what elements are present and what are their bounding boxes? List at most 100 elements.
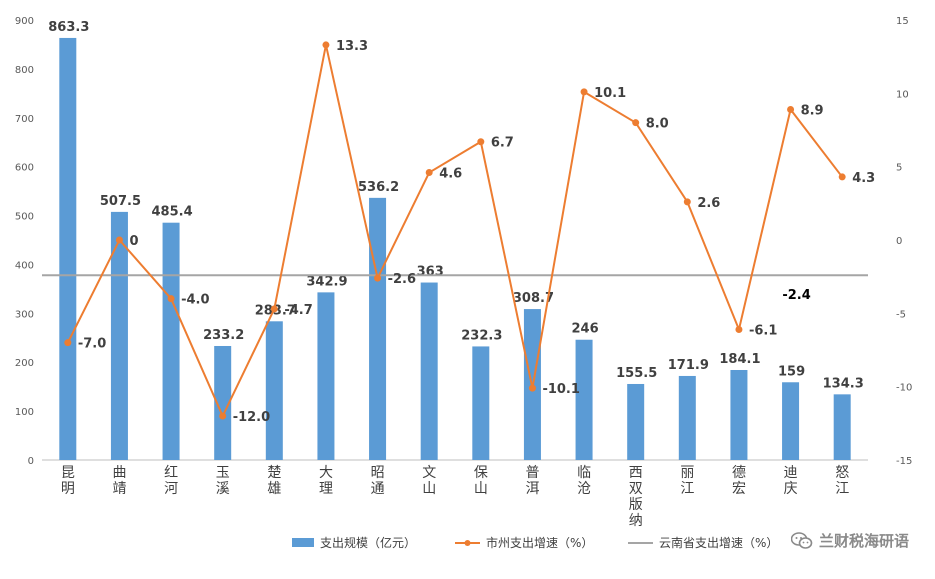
bar-data-label: 363: [417, 265, 444, 280]
line-point: [632, 119, 640, 127]
x-tick-label: 曲靖: [112, 465, 126, 497]
legend-swatch-bar: [292, 538, 314, 547]
bar-data-label: 507.5: [100, 194, 141, 209]
legend-label: 市州支出增速（%）: [486, 535, 593, 550]
line-data-label: 8.9: [801, 103, 824, 118]
bar-data-label: 863.3: [48, 20, 89, 35]
line-point: [64, 339, 72, 347]
line-point: [735, 325, 743, 333]
y-left-tick-label: 100: [15, 407, 34, 418]
wechat-icon: [790, 531, 813, 549]
line-point: [425, 169, 433, 177]
bar-data-label: 159: [778, 364, 805, 379]
y-left-tick-label: 0: [28, 456, 34, 467]
bar-data-label: 233.2: [203, 328, 244, 343]
bar-data-label: 134.3: [823, 376, 864, 391]
series-line: [66, 44, 843, 419]
line-data-label: 6.7: [491, 136, 514, 151]
bar: [782, 382, 800, 460]
x-tick-label: 迪庆: [784, 465, 798, 497]
x-tick-label: 昆明: [61, 465, 75, 497]
y-right-tick-label: 15: [896, 16, 909, 27]
line-point: [270, 305, 278, 313]
bar: [420, 282, 438, 460]
bar: [678, 375, 696, 460]
line-data-label: -6.1: [749, 323, 777, 338]
y-right-tick-label: -5: [896, 309, 906, 320]
line-data-label: -7.0: [78, 337, 106, 352]
x-tick-label: 大理: [319, 465, 333, 497]
bar: [317, 292, 335, 460]
line-point: [374, 274, 382, 282]
watermark-text: 兰财税海研语: [818, 532, 909, 550]
y-left-tick-label: 400: [15, 260, 34, 271]
y-right-tick-label: -10: [896, 383, 912, 394]
line-data-label: 0: [129, 234, 138, 249]
bar: [369, 197, 387, 460]
y-right-tick-label: 0: [896, 236, 902, 247]
line-point: [477, 138, 485, 146]
bar-data-label: 232.3: [461, 328, 502, 343]
y-right-tick-label: 10: [896, 89, 909, 100]
line-data-label: -2.6: [388, 272, 416, 287]
line-point: [322, 41, 330, 49]
line-point: [580, 88, 588, 96]
x-tick-label: 玉溪: [216, 465, 230, 497]
bar-data-label: 485.4: [152, 205, 193, 220]
x-tick-label: 保山: [474, 465, 488, 497]
x-tick-label: 文山: [422, 465, 436, 497]
y-left-tick-label: 900: [15, 16, 34, 27]
line-data-label: 8.0: [646, 117, 669, 132]
y-left-tick-label: 800: [15, 65, 34, 76]
bar-data-label: 342.9: [306, 274, 347, 289]
bar-data-label: 155.5: [616, 366, 657, 381]
line-point: [787, 105, 795, 113]
line-data-label: 2.6: [697, 196, 720, 211]
x-tick-label: 怒江: [835, 465, 849, 497]
y-right-tick-label: -15: [896, 456, 912, 467]
bar-data-label: 536.2: [358, 180, 399, 195]
watermark: 兰财税海研语: [786, 528, 913, 553]
reference-data-label: -2.4: [782, 288, 810, 303]
line-data-label: -4.7: [284, 303, 312, 318]
legend-swatch-marker: [464, 540, 471, 546]
bar-data-label: 171.9: [668, 358, 709, 373]
bar: [730, 369, 748, 460]
bar: [472, 346, 490, 460]
y-left-tick-label: 300: [15, 309, 34, 320]
bar-data-label: 184.1: [719, 352, 760, 367]
x-tick-label: 普洱: [525, 465, 539, 497]
bar-data-label: 246: [571, 322, 598, 337]
line-point: [167, 295, 175, 303]
line-point: [219, 412, 227, 420]
x-tick-label: 红河: [164, 465, 178, 497]
bar: [265, 321, 283, 460]
line-point: [683, 198, 691, 206]
bar: [59, 37, 77, 460]
line-data-label: -4.0: [181, 293, 209, 308]
bar: [162, 222, 180, 460]
line-data-label: 10.1: [594, 86, 626, 101]
line-data-label: -10.1: [542, 382, 579, 397]
x-tick-label: 德宏: [732, 465, 746, 497]
x-tick-label: 丽江: [680, 465, 694, 497]
line-data-label: 13.3: [336, 39, 368, 54]
y-left-tick-label: 200: [15, 358, 34, 369]
y-left-tick-label: 500: [15, 212, 34, 223]
bar: [214, 345, 232, 460]
y-left-tick-label: 700: [15, 114, 34, 125]
x-tick-label: 楚雄: [267, 465, 281, 497]
bar-data-label: 308.7: [513, 291, 554, 306]
bar: [575, 339, 593, 460]
legend-label: 云南省支出增速（%）: [659, 535, 778, 550]
x-tick-label: 昭通: [371, 465, 385, 497]
line-data-label: 4.6: [439, 167, 462, 182]
line-point: [838, 173, 846, 181]
bar: [110, 211, 128, 460]
line-data-label: 4.3: [852, 171, 875, 186]
legend-label: 支出规模（亿元）: [320, 535, 416, 550]
y-right-tick-label: 5: [896, 163, 902, 174]
line-data-label: -12.0: [233, 410, 270, 425]
